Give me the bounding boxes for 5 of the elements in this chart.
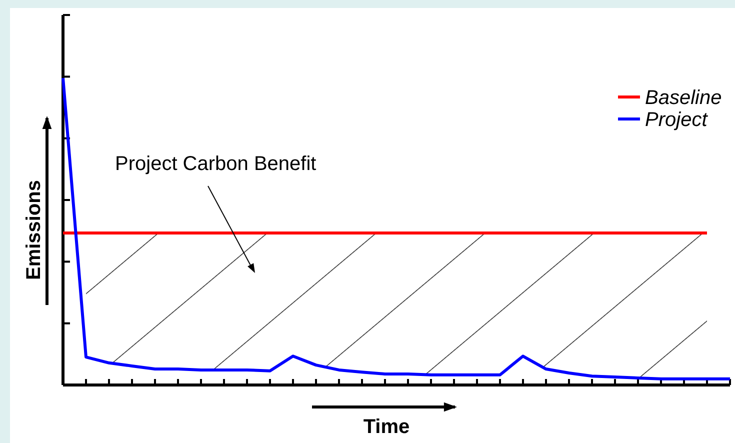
y-axis-title: Emissions [23, 180, 45, 280]
x-axis-title: Time [363, 416, 410, 438]
legend-label: Baseline [645, 87, 722, 109]
annotation: Project Carbon Benefit [115, 153, 317, 175]
legend-label: Project [645, 109, 709, 131]
